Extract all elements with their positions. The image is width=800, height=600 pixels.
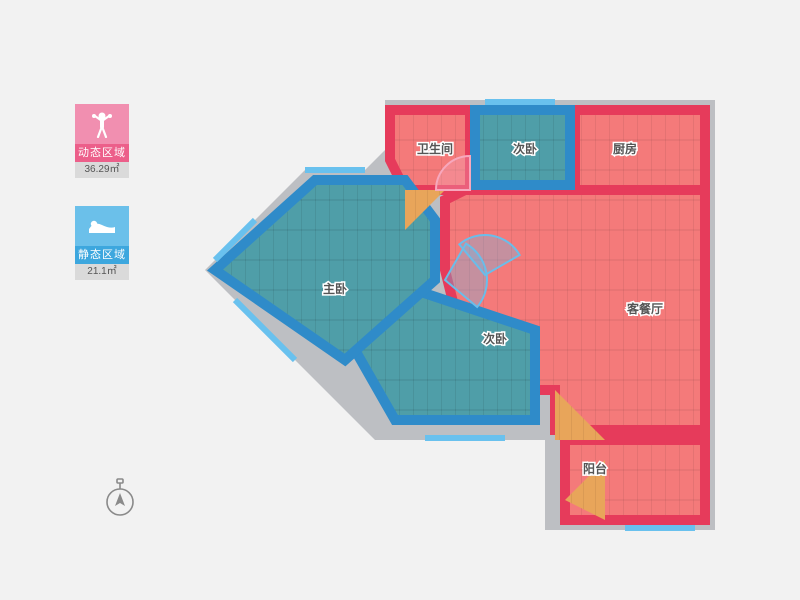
room-kitchen <box>575 110 705 190</box>
room-label-master: 主卧 <box>323 281 347 296</box>
room-label-living: 客餐厅 <box>626 301 663 316</box>
legend-static-value: 21.1㎡ <box>75 264 129 280</box>
room-label-bed2a: 次卧 <box>513 141 537 156</box>
room-label-balcony: 阳台 <box>583 461 607 476</box>
room-label-kitchen: 厨房 <box>613 141 637 156</box>
legend-static-label: 静态区域 <box>75 246 129 264</box>
floorplan-svg: 客餐厅厨房卫生间阳台次卧次卧主卧 <box>175 60 735 550</box>
legend-dynamic-swatch <box>75 104 129 144</box>
legend-static-swatch <box>75 206 129 246</box>
legend-static: 静态区域 21.1㎡ <box>75 206 129 280</box>
legend-dynamic: 动态区域 36.29㎡ <box>75 104 129 178</box>
compass-icon <box>100 478 140 527</box>
room-label-bed2b: 次卧 <box>483 331 507 346</box>
legend-dynamic-label: 动态区域 <box>75 144 129 162</box>
stage: 动态区域 36.29㎡ 静态区域 21.1㎡ <box>0 0 800 600</box>
sleep-icon <box>85 215 119 237</box>
legend-dynamic-value: 36.29㎡ <box>75 162 129 178</box>
floorplan: 客餐厅厨房卫生间阳台次卧次卧主卧 <box>175 60 735 555</box>
room-label-bath: 卫生间 <box>417 141 453 156</box>
people-icon <box>87 110 117 138</box>
